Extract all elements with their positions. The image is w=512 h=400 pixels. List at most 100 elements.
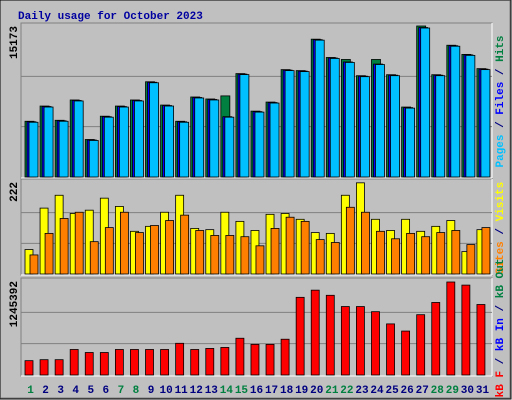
bar bbox=[175, 342, 185, 376]
x-tick-label: 5 bbox=[87, 385, 94, 397]
bar bbox=[254, 111, 265, 178]
bar bbox=[431, 302, 441, 376]
bar bbox=[149, 82, 159, 178]
bar bbox=[103, 116, 114, 178]
bar bbox=[134, 100, 144, 178]
legend-entry: kB F bbox=[495, 371, 507, 397]
bar bbox=[265, 343, 275, 376]
legend-entry: kB Out bbox=[495, 259, 507, 299]
bar bbox=[285, 216, 295, 275]
bar bbox=[119, 211, 129, 275]
bar bbox=[239, 74, 250, 178]
x-tick-label: 4 bbox=[72, 385, 79, 397]
x-tick-label: 8 bbox=[133, 385, 140, 397]
x-tick-label: 15 bbox=[235, 385, 249, 397]
bar bbox=[205, 348, 215, 376]
bar bbox=[179, 121, 190, 178]
bar bbox=[160, 349, 169, 376]
bar bbox=[99, 352, 109, 376]
bar bbox=[135, 232, 144, 275]
bar bbox=[340, 306, 350, 376]
bar bbox=[250, 343, 260, 376]
x-tick-label: 25 bbox=[385, 385, 399, 397]
bar bbox=[461, 284, 471, 376]
bar bbox=[69, 349, 79, 376]
bar bbox=[465, 54, 476, 178]
bar bbox=[451, 230, 461, 275]
bar bbox=[88, 140, 99, 178]
x-tick-label: 18 bbox=[280, 385, 294, 397]
legend-entry: Pages bbox=[495, 135, 507, 168]
bar bbox=[435, 75, 446, 178]
bar bbox=[405, 107, 416, 178]
bar bbox=[356, 306, 365, 376]
bar bbox=[24, 360, 34, 376]
bar bbox=[284, 70, 295, 178]
bar bbox=[224, 116, 235, 178]
bar bbox=[114, 349, 124, 376]
bar bbox=[255, 245, 265, 275]
bar bbox=[325, 294, 335, 376]
bar bbox=[145, 349, 154, 376]
bar bbox=[450, 45, 461, 178]
x-tick-label: 12 bbox=[190, 385, 203, 397]
bar bbox=[345, 206, 355, 275]
legend: Sites / Visits bbox=[495, 182, 507, 274]
legend-entry: kB In bbox=[495, 318, 507, 351]
bar bbox=[74, 211, 84, 275]
bar bbox=[165, 220, 174, 275]
x-tick-label: 7 bbox=[118, 385, 125, 397]
bar bbox=[466, 244, 476, 275]
bar bbox=[43, 106, 54, 178]
bar bbox=[209, 99, 220, 178]
x-tick-label: 26 bbox=[401, 385, 414, 397]
bar bbox=[416, 314, 426, 376]
bar bbox=[194, 97, 205, 178]
x-tick-label: 2 bbox=[42, 385, 49, 397]
bar bbox=[73, 100, 84, 178]
bar bbox=[446, 281, 456, 376]
bar bbox=[28, 121, 39, 178]
bar bbox=[270, 228, 280, 275]
bar bbox=[180, 214, 190, 275]
legend: Pages / Files / Hits bbox=[495, 35, 507, 167]
bar bbox=[39, 359, 49, 376]
bar bbox=[190, 349, 200, 376]
bar bbox=[371, 311, 380, 376]
bar bbox=[300, 220, 310, 275]
legend-entry: Files bbox=[495, 82, 507, 115]
bar bbox=[406, 232, 416, 275]
bar bbox=[420, 27, 431, 178]
bar bbox=[220, 347, 230, 376]
bar bbox=[118, 106, 129, 178]
x-tick-label: 14 bbox=[220, 385, 234, 397]
bar bbox=[54, 359, 64, 376]
bar bbox=[84, 352, 94, 376]
bar bbox=[44, 232, 54, 275]
x-tick-label: 19 bbox=[295, 385, 308, 397]
bar bbox=[391, 238, 400, 275]
x-tick-label: 22 bbox=[340, 385, 353, 397]
bar bbox=[476, 304, 486, 376]
bar bbox=[89, 241, 99, 275]
x-tick-label: 17 bbox=[265, 385, 278, 397]
bar bbox=[104, 227, 114, 275]
x-tick-label: 1 bbox=[27, 385, 34, 397]
x-tick-label: 10 bbox=[160, 385, 173, 397]
bar bbox=[386, 323, 395, 376]
x-tick-label: 20 bbox=[310, 385, 323, 397]
bar bbox=[299, 71, 310, 178]
bar bbox=[421, 236, 431, 275]
bar bbox=[401, 330, 411, 376]
bar bbox=[310, 289, 320, 376]
bar bbox=[330, 242, 340, 275]
bar bbox=[315, 239, 325, 275]
bar bbox=[240, 236, 250, 275]
bar bbox=[164, 105, 174, 178]
x-tick-label: 6 bbox=[103, 385, 110, 397]
x-tick-label: 11 bbox=[175, 385, 189, 397]
bar bbox=[225, 235, 235, 275]
y-tick-label: 1245392 bbox=[9, 281, 21, 327]
x-tick-label: 24 bbox=[370, 385, 384, 397]
